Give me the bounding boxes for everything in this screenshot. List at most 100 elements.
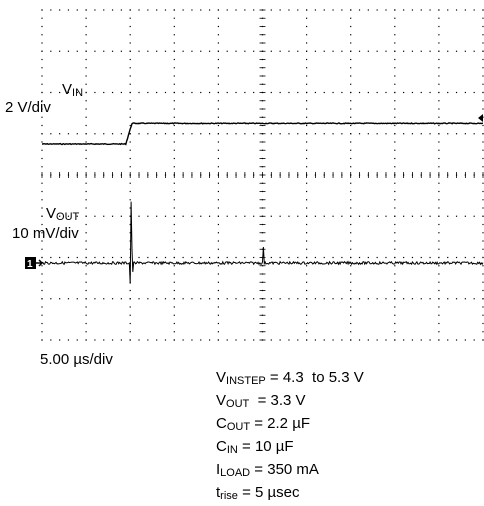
grid-dot: [67, 215, 70, 217]
grid-dot: [217, 116, 219, 118]
grid-dot: [358, 215, 361, 217]
grid-dot: [147, 50, 149, 52]
grid-dot: [156, 133, 158, 135]
grid-dot: [138, 215, 140, 217]
grid-dot: [217, 157, 219, 160]
grid-dot: [41, 256, 43, 259]
grid-dot: [129, 232, 131, 234]
grid-dot: [76, 256, 78, 259]
grid-dot: [103, 91, 105, 94]
grid-dot: [482, 256, 484, 259]
grid-dot: [41, 281, 43, 283]
grid-dot: [297, 215, 299, 217]
condition-row: VOUT = 3.3 V: [216, 391, 364, 414]
grid-dot: [50, 298, 52, 300]
grid-dot: [429, 256, 431, 259]
grid-dot: [253, 339, 255, 341]
grid-dot: [253, 50, 255, 52]
grid-dot: [464, 215, 466, 217]
grid-dot: [270, 133, 272, 135]
grid-dot: [306, 133, 308, 135]
grid-dot: [394, 322, 396, 325]
grid-dot: [438, 232, 440, 234]
grid-dot: [41, 240, 43, 242]
grid-dot: [306, 17, 308, 19]
grid-dot: [103, 339, 105, 341]
grid-dot: [482, 248, 484, 250]
grid-dot: [341, 339, 343, 341]
grid-dot: [129, 314, 131, 316]
grid-dot: [85, 248, 87, 250]
grid-dot: [217, 281, 219, 283]
grid-dot: [85, 256, 87, 259]
grid-dot: [306, 182, 308, 184]
grid-dot: [129, 207, 131, 209]
grid-dot: [438, 124, 440, 127]
grid-dot: [120, 298, 122, 300]
grid-dot: [173, 314, 175, 316]
grid-dot: [217, 331, 219, 333]
grid-dot: [438, 116, 440, 118]
grid-dot: [217, 75, 219, 77]
grid-dot: [288, 50, 290, 52]
grid-dot: [41, 91, 43, 94]
grid-dot: [385, 133, 387, 135]
condition-subscript: INSTEP: [226, 375, 266, 387]
condition-subscript: rise: [220, 490, 238, 502]
grid-dot: [403, 298, 405, 300]
grid-dot: [129, 289, 131, 292]
grid-dot: [200, 215, 202, 217]
grid-dot: [217, 108, 219, 110]
grid-dot: [173, 223, 175, 226]
grid-dot: [403, 215, 405, 217]
grid-dot: [482, 322, 484, 325]
grid-dot: [288, 215, 290, 217]
grid-dot: [173, 240, 175, 242]
grid-dot: [429, 9, 431, 11]
grid-dot: [482, 141, 484, 143]
grid-dot: [482, 289, 484, 292]
vin-scale: 2 V/div: [5, 99, 51, 116]
grid-dot: [473, 50, 475, 52]
grid-dot: [217, 322, 219, 325]
grid-dot: [394, 25, 396, 28]
grid-dot: [394, 91, 396, 94]
grid-dot: [394, 116, 396, 118]
grid-dot: [41, 339, 43, 341]
grid-dot: [41, 248, 43, 250]
grid-dot: [94, 9, 96, 11]
grid-dot: [85, 265, 87, 267]
grid-dot: [306, 9, 308, 11]
grid-dot: [200, 91, 202, 94]
grid-dot: [41, 50, 43, 52]
grid-dot: [438, 34, 440, 36]
grid-dot: [473, 339, 475, 341]
grid-dot: [482, 91, 484, 94]
condition-value: = 4.3 to 5.3 V: [265, 369, 364, 386]
grid-dot: [129, 331, 131, 333]
grid-dot: [394, 215, 396, 217]
grid-dot: [306, 322, 308, 325]
grid-dot: [244, 339, 246, 341]
grid-dot: [120, 91, 122, 94]
condition-symbol: V: [216, 392, 227, 409]
grid-dot: [341, 9, 343, 11]
condition-row: VINSTEP = 4.3 to 5.3 V: [216, 368, 364, 391]
time-scale: 5.00 µs/div: [40, 351, 113, 368]
grid-dot: [85, 67, 87, 69]
grid-dot: [103, 50, 105, 52]
grid-dot: [464, 9, 466, 11]
grid-dot: [217, 83, 219, 85]
grid-dot: [394, 199, 396, 201]
grid-dot: [341, 50, 343, 52]
grid-dot: [358, 298, 361, 300]
grid-dot: [394, 190, 396, 193]
grid-dot: [350, 149, 352, 151]
grid-dot: [103, 9, 105, 11]
grid-dot: [217, 182, 219, 184]
grid-dot: [314, 9, 317, 11]
grid-dot: [217, 91, 219, 94]
grid-dot: [447, 133, 449, 135]
grid-dot: [156, 215, 158, 217]
grid-dot: [279, 9, 281, 11]
